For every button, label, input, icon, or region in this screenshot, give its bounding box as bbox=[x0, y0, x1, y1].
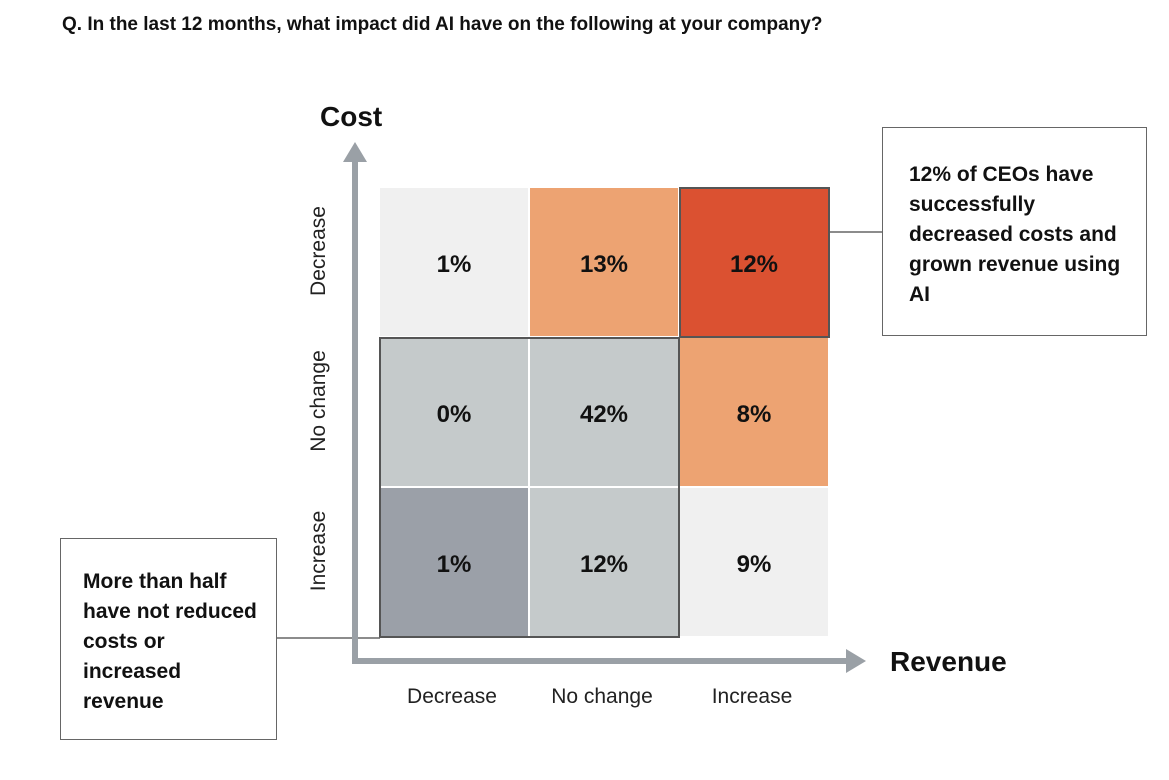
cell-value-label: 42% bbox=[580, 401, 628, 428]
annotation-top-right: 12% of CEOs have successfully decreased … bbox=[882, 127, 1147, 336]
annotation-bottom-left: More than half have not reduced costs or… bbox=[60, 538, 277, 740]
cell-value-label: 9% bbox=[737, 551, 772, 578]
cell-value-label: 1% bbox=[437, 251, 472, 278]
heatmap-cell bbox=[530, 188, 678, 336]
y-axis-arrow bbox=[343, 142, 367, 162]
cell-value-label: 12% bbox=[580, 551, 628, 578]
cell-value-label: 1% bbox=[437, 551, 472, 578]
heatmap-cell bbox=[680, 488, 828, 636]
x-tick-label: No change bbox=[551, 685, 653, 708]
highlight-outline bbox=[679, 187, 830, 338]
heatmap-cell bbox=[380, 338, 528, 486]
heatmap-cell bbox=[380, 188, 528, 336]
y-tick-label: Decrease bbox=[307, 206, 330, 296]
question-title: Q. In the last 12 months, what impact di… bbox=[62, 14, 823, 35]
cell-value-label: 8% bbox=[737, 401, 772, 428]
cell-value-label: 13% bbox=[580, 251, 628, 278]
heatmap-cell bbox=[530, 338, 678, 486]
y-tick-label: No change bbox=[307, 350, 330, 452]
heatmap-cell bbox=[680, 188, 828, 336]
x-tick-label: Increase bbox=[712, 685, 793, 708]
x-axis-arrow bbox=[846, 649, 866, 673]
y-axis-title: Cost bbox=[320, 101, 382, 132]
y-tick-label: Increase bbox=[307, 511, 330, 592]
heatmap-cell bbox=[380, 488, 528, 636]
x-tick-label: Decrease bbox=[407, 685, 497, 708]
heatmap-cell bbox=[680, 338, 828, 486]
highlight-outline bbox=[379, 337, 680, 638]
heatmap-cell bbox=[530, 488, 678, 636]
x-axis-title: Revenue bbox=[890, 646, 1007, 677]
cell-value-label: 0% bbox=[437, 401, 472, 428]
cell-value-label: 12% bbox=[730, 251, 778, 278]
